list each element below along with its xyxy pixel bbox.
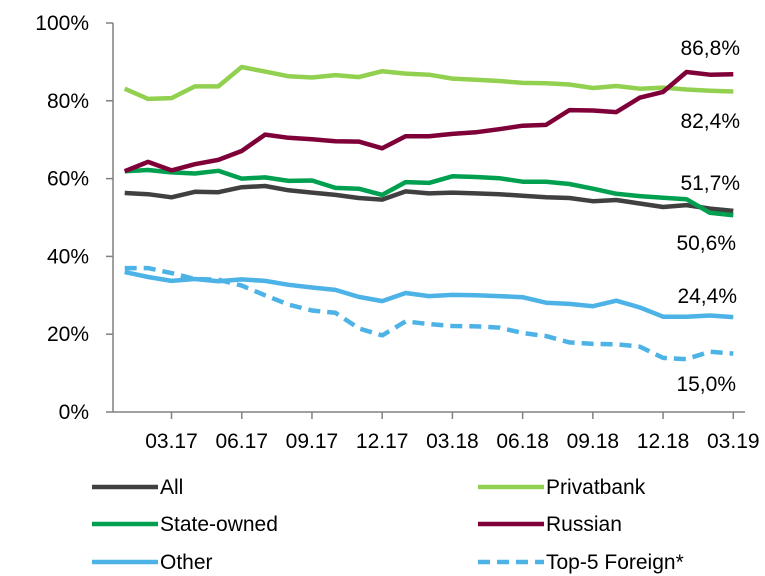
y-tick-label: 100%: [35, 12, 89, 35]
series-line-state-owned: [124, 167, 734, 218]
series-layer: [123, 64, 734, 362]
end-label-russian: 86,8%: [680, 37, 740, 60]
x-tick-label: 03.18: [426, 430, 479, 453]
legend-label-top-5-foreign: Top-5 Foreign*: [546, 551, 684, 574]
series-line-all: [124, 183, 734, 214]
legend-label-all: All: [160, 476, 183, 499]
x-tick-label: 06.17: [215, 430, 268, 453]
x-tick-label: 09.17: [286, 430, 339, 453]
end-label-other: 24,4%: [677, 285, 737, 308]
x-tick-label: 12.17: [356, 430, 409, 453]
legend-label-russian: Russian: [546, 513, 622, 536]
x-axis: 03.17 06.17 09.17 12.17 03.18 06.18 09.18 12.18…: [113, 411, 760, 453]
y-tick-label: 40%: [47, 245, 89, 268]
y-tick-label: 80%: [47, 90, 89, 113]
x-tick-label: 09.18: [567, 430, 620, 453]
x-tick-label: 03.19: [707, 430, 760, 453]
x-tick-label: 03.17: [145, 430, 198, 453]
end-label-privatbank: 82,4%: [680, 110, 740, 133]
y-tick-label: 60%: [47, 168, 89, 191]
legend-label-state-owned: State-owned: [160, 513, 278, 536]
series-line-other: [124, 269, 734, 320]
x-tick-label: 12.18: [637, 430, 690, 453]
end-label-top-5-foreign: 15,0%: [676, 373, 736, 396]
legend-label-other: Other: [160, 551, 213, 574]
y-tick-label: 20%: [47, 323, 89, 346]
end-label-all: 51,7%: [680, 172, 740, 195]
end-labels: 51,7% 82,4% 50,6% 86,8% 24,4% 15,0%: [676, 37, 740, 396]
legend-label-privatbank: Privatbank: [546, 476, 646, 499]
series-line-russian: [123, 69, 734, 174]
series-line-top-5-foreign: [124, 265, 734, 362]
x-tick-label: 06.18: [496, 430, 549, 453]
end-label-state-owned: 50,6%: [676, 232, 736, 255]
y-axis: 0% 20% 40% 60% 80% 100%: [35, 12, 114, 424]
y-tick-label: 0%: [59, 401, 89, 424]
legend: All Privatbank State-owned Russian Other Top-…: [92, 476, 684, 574]
series-line-privatbank: [123, 64, 734, 102]
